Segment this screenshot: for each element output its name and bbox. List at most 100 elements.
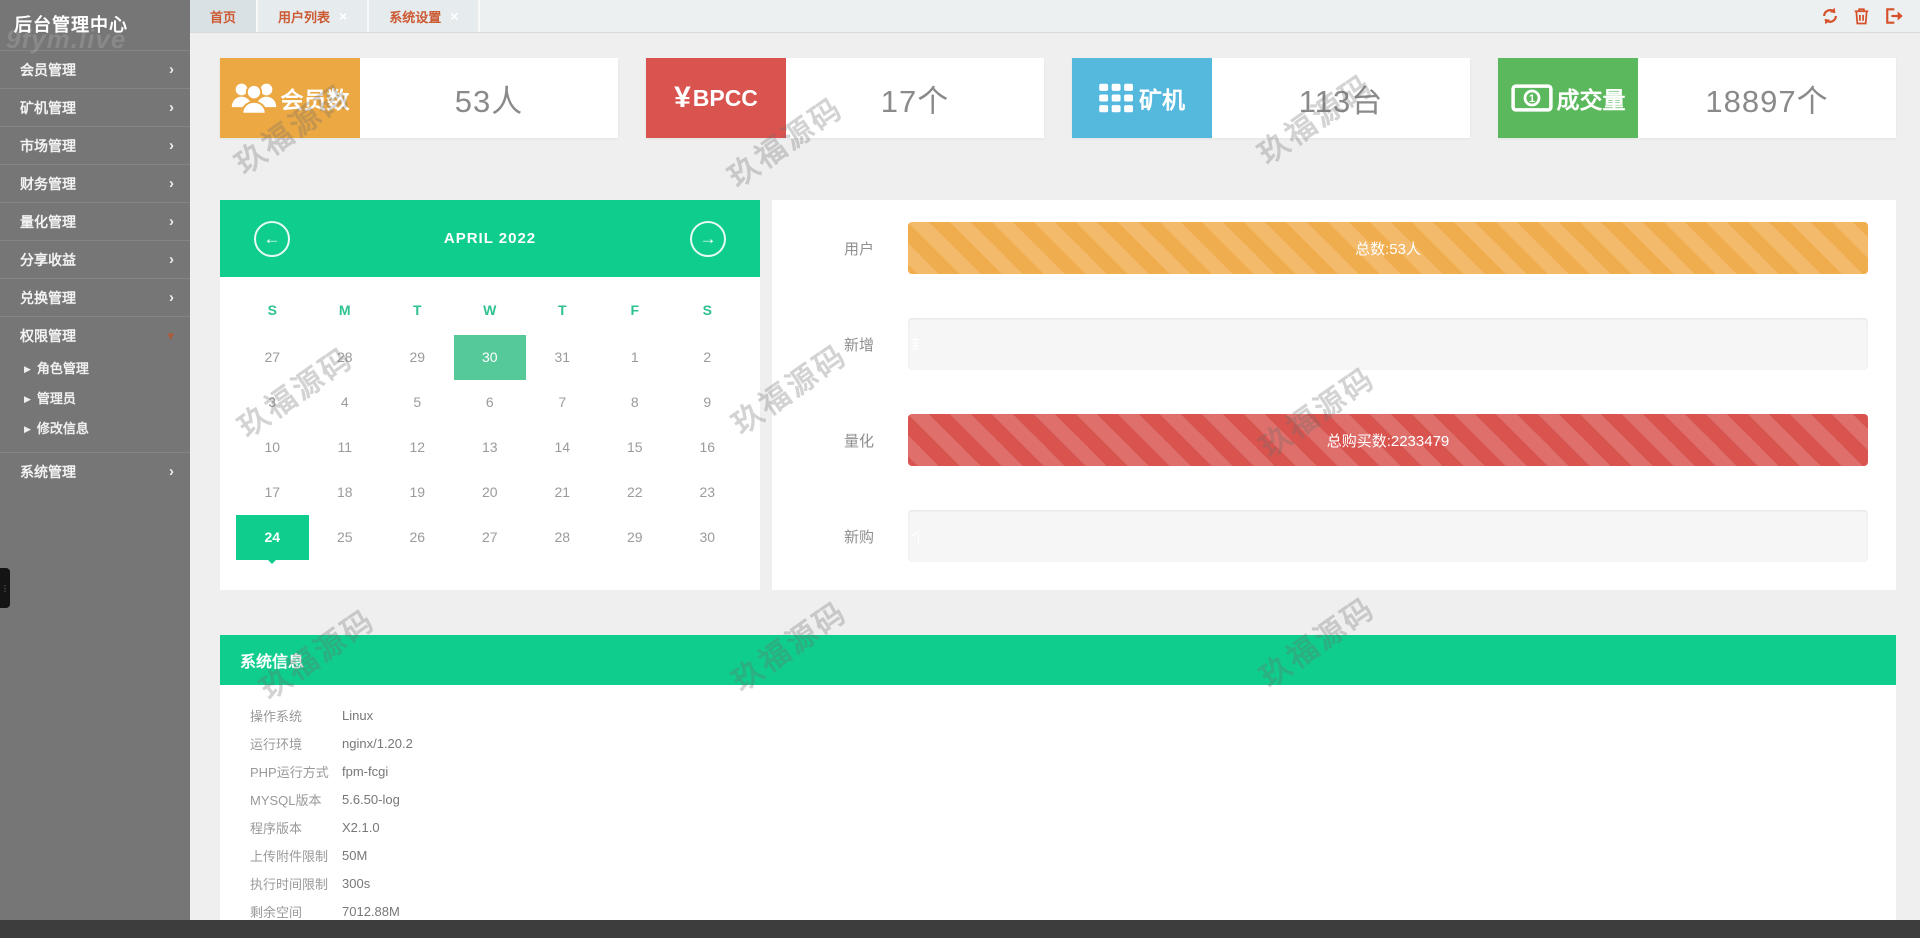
sidebar-item-permissions[interactable]: 权限管理 ▾ xyxy=(0,316,190,354)
stat-label: 成交量 xyxy=(1556,87,1626,113)
trash-icon[interactable] xyxy=(1852,6,1871,26)
sysinfo-row: MYSQL版本 5.6.50-log xyxy=(250,791,400,808)
sysinfo-row: 剩余空间 7012.88M xyxy=(250,903,400,920)
calendar-prev-button[interactable]: ← xyxy=(254,220,290,257)
calendar-day[interactable]: 25 xyxy=(336,529,353,545)
tab-user-list[interactable]: 用户列表 × xyxy=(258,0,370,32)
close-icon[interactable]: × xyxy=(450,8,459,24)
sysinfo-row: 操作系统 Linux xyxy=(250,707,374,724)
calendar-day[interactable]: 12 xyxy=(409,439,426,455)
calendar-day[interactable]: 27 xyxy=(264,349,281,365)
sidebar-item-miners[interactable]: 矿机管理 › xyxy=(0,88,190,126)
sidebar-item-system[interactable]: 系统管理 › xyxy=(0,452,190,490)
chevron-right-icon: › xyxy=(169,462,174,480)
tab-home[interactable]: 首页 xyxy=(190,0,259,32)
calendar-day[interactable]: 28 xyxy=(336,349,353,365)
sidebar: 9fym.live 后台管理中心 会员管理 › 矿机管理 › 市场管理 › 财务… xyxy=(0,0,190,920)
calendar-day[interactable]: 13 xyxy=(481,439,498,455)
arrow-right-icon: → xyxy=(699,228,717,248)
sysinfo-row: 上传附件限制 50M xyxy=(250,847,368,864)
sidebar-subitem-edit-info[interactable]: ▶ 修改信息 xyxy=(0,414,190,444)
calendar-day[interactable]: 1 xyxy=(630,349,639,365)
caret-down-icon: ▾ xyxy=(167,327,174,343)
bottom-status-bar xyxy=(0,920,1920,938)
app-title: 9fym.live 后台管理中心 xyxy=(0,0,190,54)
calendar-day[interactable]: 15 xyxy=(626,439,643,455)
progress-row-quant: 量化 总购买数:2233479 xyxy=(844,414,1868,466)
progress-row-new-purchase: 新购 个 xyxy=(844,510,1868,562)
sysinfo-row: 运行环境 nginx/1.20.2 xyxy=(250,735,413,752)
calendar-day[interactable]: 29 xyxy=(409,349,426,365)
stat-card-miners: 矿机 113台 xyxy=(1072,58,1470,138)
sidebar-subitem-admins[interactable]: ▶ 管理员 xyxy=(0,384,190,414)
toolbar-actions xyxy=(1820,0,1920,32)
calendar-day[interactable]: 3 xyxy=(268,394,277,410)
calendar-day[interactable]: 21 xyxy=(554,484,571,500)
sidebar-item-market[interactable]: 市场管理 › xyxy=(0,126,190,164)
calendar-day[interactable]: 31 xyxy=(554,349,571,365)
submenu-bullet-icon: ▶ xyxy=(24,394,31,404)
calendar-day[interactable]: 17 xyxy=(264,484,281,500)
sidebar-item-finance[interactable]: 财务管理 › xyxy=(0,164,190,202)
sidebar-item-quant[interactable]: 量化管理 › xyxy=(0,202,190,240)
calendar-week-row: 24 25 26 27 28 29 30 xyxy=(236,515,744,564)
sidebar-item-share-income[interactable]: 分享收益 › xyxy=(0,240,190,278)
calendar-day[interactable]: 29 xyxy=(626,529,643,545)
calendar-day[interactable]: 8 xyxy=(630,394,639,410)
tab-bar: 首页 用户列表 × 系统设置 × xyxy=(190,0,1920,33)
calendar-widget: ← APRIL 2022 → S M T W T F S 27 xyxy=(220,200,760,590)
calendar-day[interactable]: 5 xyxy=(413,394,422,410)
calendar-day-selected[interactable]: 24 xyxy=(236,515,309,564)
calendar-day[interactable]: 22 xyxy=(626,484,643,500)
calendar-day[interactable]: 28 xyxy=(554,529,571,545)
sysinfo-row: 执行时间限制 300s xyxy=(250,875,371,892)
progress-bar-users-total: 总数:53人 xyxy=(908,222,1868,274)
calendar-day[interactable]: 27 xyxy=(481,529,498,545)
logout-icon[interactable] xyxy=(1883,6,1904,26)
sidebar-subitem-roles[interactable]: ▶ 角色管理 xyxy=(0,354,190,384)
progress-panel: 用户 总数:53人 新增 新 量化 总购买数:2233479 新购 xyxy=(772,200,1896,590)
calendar-day[interactable]: 2 xyxy=(703,349,712,365)
calendar-day[interactable]: 18 xyxy=(336,484,353,500)
calendar-day[interactable]: 16 xyxy=(699,439,716,455)
calendar-next-button[interactable]: → xyxy=(689,220,726,257)
tab-system-settings[interactable]: 系统设置 × xyxy=(369,0,481,32)
chevron-right-icon: › xyxy=(169,212,174,230)
system-info-panel: 系统信息 操作系统 Linux 运行环境 nginx/1.20.2 PHP运行方… xyxy=(220,635,1896,920)
sysinfo-row: 程序版本 X2.1.0 xyxy=(250,819,380,836)
svg-text:1: 1 xyxy=(1528,93,1534,105)
chevron-right-icon: › xyxy=(169,98,174,116)
calendar-day[interactable]: 11 xyxy=(337,439,353,455)
calendar-day[interactable]: 7 xyxy=(558,394,567,410)
submenu-bullet-icon: ▶ xyxy=(24,364,31,374)
stats-row: 会员数 53人 ¥ BPCC 17个 矿机 11 xyxy=(220,58,1896,138)
calendar-day[interactable]: 30 xyxy=(699,529,716,545)
sidebar-collapse-handle[interactable]: ⋮ xyxy=(0,568,10,608)
close-icon[interactable]: × xyxy=(339,8,348,24)
yen-icon: ¥ xyxy=(674,81,691,114)
progress-row-users: 用户 总数:53人 xyxy=(844,222,1868,274)
middle-panels: ← APRIL 2022 → S M T W T F S 27 xyxy=(220,200,1896,590)
sidebar-item-exchange[interactable]: 兑换管理 › xyxy=(0,278,190,316)
main-content: 会员数 53人 ¥ BPCC 17个 矿机 11 xyxy=(190,34,1920,920)
calendar-day[interactable]: 6 xyxy=(485,394,494,410)
calendar-day[interactable]: 14 xyxy=(554,439,571,455)
calendar-day[interactable]: 9 xyxy=(703,394,712,410)
calendar-day[interactable]: 10 xyxy=(264,439,281,455)
refresh-icon[interactable] xyxy=(1820,6,1840,26)
users-icon xyxy=(231,81,277,115)
progress-bar-new-users: 新 xyxy=(908,318,1868,370)
calendar-day[interactable]: 23 xyxy=(699,484,716,500)
progress-bar-quant-total: 总购买数:2233479 xyxy=(908,414,1868,466)
calendar-day[interactable]: 20 xyxy=(481,484,498,500)
calendar-day-today[interactable]: 30 xyxy=(453,335,526,380)
stat-label: 会员数 xyxy=(280,87,350,113)
stat-card-bpcc: ¥ BPCC 17个 xyxy=(646,58,1044,138)
sidebar-item-members[interactable]: 会员管理 › xyxy=(0,50,190,88)
chevron-right-icon: › xyxy=(169,250,174,268)
calendar-day[interactable]: 19 xyxy=(409,484,426,500)
calendar-day[interactable]: 26 xyxy=(409,529,426,545)
chevron-right-icon: › xyxy=(169,174,174,192)
calendar-day[interactable]: 4 xyxy=(340,394,349,410)
calendar-week-row: 10 11 12 13 14 15 16 xyxy=(236,425,744,470)
